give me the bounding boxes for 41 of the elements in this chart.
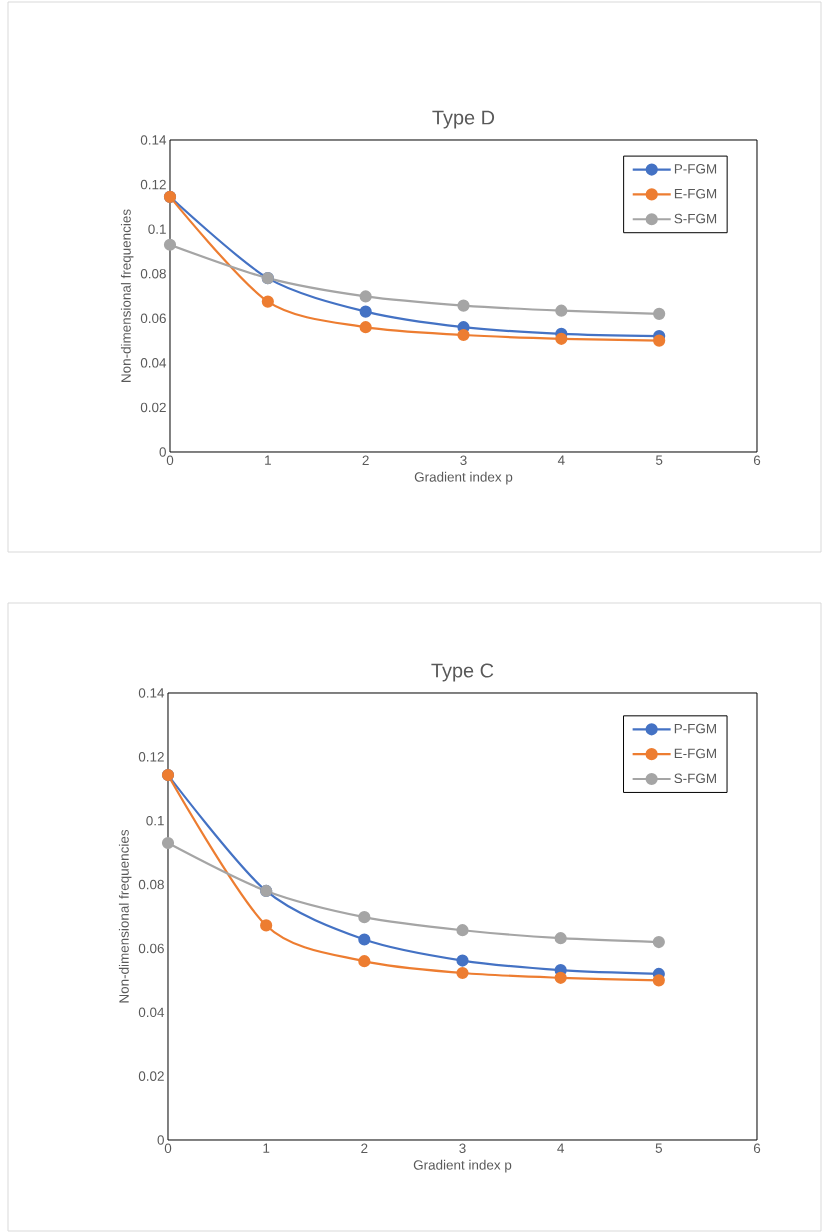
- y-tick-label: 0.08: [140, 268, 166, 279]
- y-tick-label: 0.1: [146, 815, 164, 826]
- y-tick-label: 0: [157, 1135, 164, 1145]
- x-tick-label: 0: [166, 455, 174, 466]
- x-tick-label: 6: [753, 1143, 761, 1154]
- chart-title: Type D: [432, 110, 495, 129]
- y-axis-title: Non-dimensional frequencies: [118, 829, 132, 1003]
- y-tick-label: 0: [159, 447, 166, 457]
- x-tick-label: 5: [655, 1143, 663, 1153]
- x-tick-label: 3: [460, 455, 467, 466]
- x-tick-label: 4: [557, 455, 565, 465]
- y-tick-label: 0.12: [138, 752, 164, 762]
- y-tick-label: 0.02: [138, 1071, 164, 1081]
- x-tick-label: 6: [753, 455, 761, 466]
- y-tick-label: 0.08: [138, 879, 164, 890]
- y-tick-label: 0.12: [140, 179, 166, 190]
- x-axis-title: Gradient index p: [413, 1159, 512, 1173]
- y-tick-label: 0.14: [138, 688, 165, 698]
- x-axis-title: Gradient index p: [414, 471, 513, 485]
- y-tick-label: 0.04: [138, 1007, 165, 1018]
- x-tick-label: 2: [362, 455, 369, 465]
- chart-title: Type C: [431, 663, 494, 682]
- legend-label: P-FGM: [674, 723, 716, 734]
- y-tick-label: 0.06: [140, 313, 166, 324]
- x-tick-label: 3: [459, 1143, 466, 1154]
- legend-label: E-FGM: [674, 748, 716, 759]
- y-tick-label: 0.04: [140, 358, 167, 368]
- y-tick-label: 0.1: [148, 224, 166, 234]
- legend-label: E-FGM: [674, 188, 717, 199]
- y-tick-label: 0.14: [140, 135, 167, 145]
- legend-label: S-FGM: [674, 213, 717, 224]
- x-tick-label: 1: [263, 1143, 270, 1153]
- legend-label: P-FGM: [674, 164, 717, 174]
- y-tick-label: 0.02: [140, 402, 166, 413]
- legend-label: S-FGM: [674, 773, 716, 784]
- x-tick-label: 5: [655, 455, 663, 465]
- y-tick-label: 0.06: [138, 943, 164, 954]
- x-tick-label: 4: [557, 1143, 565, 1153]
- x-tick-label: 2: [361, 1143, 368, 1153]
- x-tick-label: 1: [265, 455, 271, 465]
- y-axis-title: Non-dimensional frequencies: [120, 209, 134, 382]
